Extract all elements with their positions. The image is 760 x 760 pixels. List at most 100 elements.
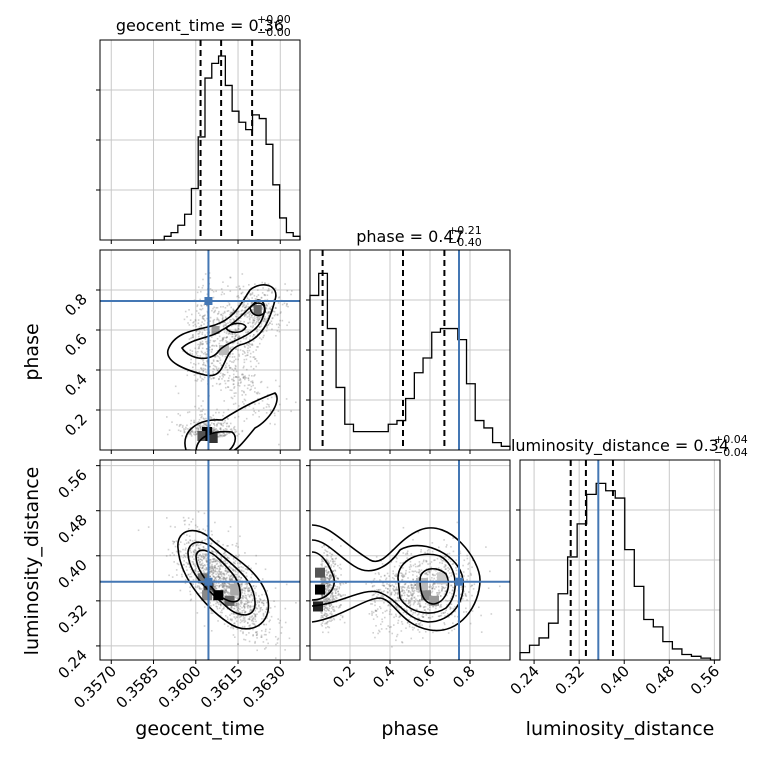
sample-point: [218, 576, 221, 579]
sample-point: [209, 346, 211, 349]
sample-point: [195, 353, 198, 355]
sample-point: [410, 583, 413, 586]
sample-point: [251, 594, 254, 597]
sample-point: [326, 622, 328, 625]
sample-point: [477, 591, 479, 593]
sample-point: [383, 584, 385, 587]
sample-point: [325, 582, 328, 585]
sample-point: [324, 598, 327, 601]
sample-point: [256, 392, 259, 395]
sample-point: [223, 601, 225, 604]
sample-point: [339, 595, 342, 597]
sample-point: [284, 649, 286, 651]
sample-point: [206, 317, 209, 320]
contour-line: [184, 392, 278, 450]
sample-point: [242, 632, 244, 635]
sample-point: [189, 547, 192, 549]
sample-point: [378, 630, 381, 633]
sample-point: [321, 616, 324, 618]
sample-point: [397, 592, 399, 595]
sample-point: [195, 330, 197, 333]
sample-point: [244, 306, 246, 309]
sample-point: [244, 587, 247, 590]
sample-point: [198, 528, 201, 531]
sample-point: [285, 305, 288, 307]
sample-point: [244, 620, 247, 623]
sample-point: [323, 614, 325, 617]
sample-point: [235, 392, 237, 394]
sample-point: [198, 570, 200, 573]
sample-point: [211, 573, 213, 576]
sample-point: [396, 607, 398, 610]
sample-point: [233, 425, 236, 428]
sample-point: [197, 429, 200, 432]
sample-point: [329, 560, 332, 562]
sample-point: [249, 356, 252, 358]
sample-point: [433, 569, 436, 571]
sample-point: [248, 611, 251, 613]
sample-point: [374, 609, 377, 612]
sample-point: [331, 607, 333, 609]
sample-point: [327, 598, 330, 601]
sample-point: [327, 587, 330, 590]
sample-point: [339, 582, 342, 585]
sample-point: [409, 599, 412, 602]
sample-point: [452, 607, 455, 610]
sample-point: [446, 553, 448, 556]
sample-point: [325, 569, 328, 571]
sample-point: [243, 315, 246, 318]
sample-point: [447, 558, 450, 561]
sample-point: [415, 623, 417, 626]
sample-point: [323, 544, 326, 547]
sample-point: [264, 568, 267, 571]
sample-point: [240, 310, 243, 312]
sample-point: [246, 331, 249, 334]
sample-point: [448, 572, 451, 574]
sample-point: [229, 311, 232, 314]
density-cell: [207, 433, 218, 443]
sample-point: [225, 585, 228, 588]
sample-point: [243, 606, 246, 609]
sample-point: [240, 603, 243, 605]
sample-point: [390, 613, 393, 616]
sample-point: [325, 570, 327, 572]
sample-point: [198, 424, 200, 427]
sample-point: [332, 596, 334, 599]
sample-point: [375, 610, 378, 612]
sample-point: [209, 418, 211, 420]
sample-point: [444, 564, 446, 566]
sample-point: [199, 410, 202, 413]
sample-point: [200, 570, 203, 572]
sample-point: [433, 559, 435, 562]
sample-point: [197, 427, 200, 430]
sample-point: [405, 613, 408, 616]
sample-point: [326, 554, 328, 557]
sample-point: [212, 551, 214, 553]
sample-point: [217, 576, 220, 578]
sample-point: [178, 550, 181, 552]
sample-point: [237, 602, 240, 605]
sample-point: [202, 317, 205, 320]
sample-point: [326, 553, 329, 556]
sample-point: [450, 584, 453, 587]
sample-point: [260, 634, 263, 637]
sample-point: [372, 611, 375, 614]
sample-point: [332, 608, 334, 611]
sample-point: [329, 584, 331, 586]
sample-point: [190, 598, 193, 601]
sample-point: [378, 598, 381, 600]
sample-point: [208, 563, 211, 566]
sample-point: [451, 589, 454, 592]
sample-point: [249, 352, 252, 355]
sample-point: [185, 565, 188, 568]
sample-point: [414, 584, 417, 586]
sample-point: [195, 550, 198, 553]
sample-point: [326, 621, 329, 624]
sample-point: [235, 605, 238, 607]
sample-point: [290, 293, 292, 296]
sample-point: [424, 573, 426, 575]
sample-point: [218, 378, 220, 381]
sample-point: [390, 592, 393, 595]
sample-point: [247, 590, 250, 593]
sample-point: [196, 556, 199, 559]
